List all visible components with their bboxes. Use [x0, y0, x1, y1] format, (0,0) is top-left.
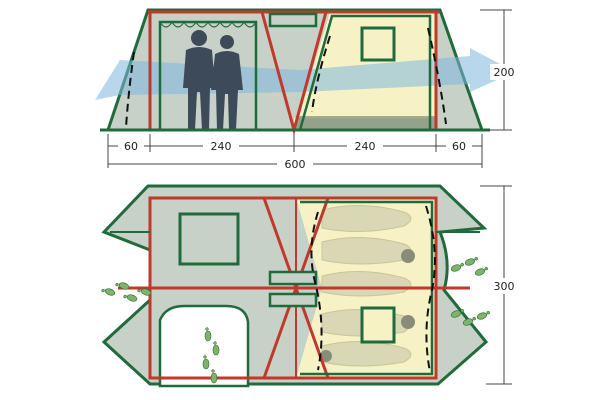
plan-window-left	[178, 212, 240, 266]
plan-zip-right	[425, 205, 436, 373]
plan-vent-top	[268, 270, 318, 286]
dim-side-240-right: 240	[355, 140, 376, 153]
side-zip-mid	[311, 35, 331, 113]
side-bedroom-floor	[296, 116, 436, 130]
dim-width: 300	[494, 280, 515, 293]
plan-door-opening	[158, 304, 250, 388]
side-vent	[268, 12, 318, 28]
dim-total-length: 600	[285, 158, 306, 171]
plan-window-right	[360, 306, 396, 344]
plan-view	[101, 184, 489, 388]
plan-zip-left	[310, 211, 323, 371]
plan-vent-bottom	[268, 292, 318, 308]
dim-side-60-left: 60	[124, 140, 138, 153]
side-bedroom-frame	[298, 14, 432, 131]
side-zip-left	[125, 51, 135, 129]
side-window	[360, 26, 396, 62]
people-silhouette-icon	[183, 30, 243, 130]
dim-side-240-left: 240	[211, 140, 232, 153]
dim-height: 200	[494, 66, 515, 79]
side-curtain	[159, 20, 257, 28]
dim-side-60-right: 60	[452, 140, 466, 153]
sleeping-bag-icon	[320, 205, 415, 367]
side-view	[95, 8, 515, 136]
